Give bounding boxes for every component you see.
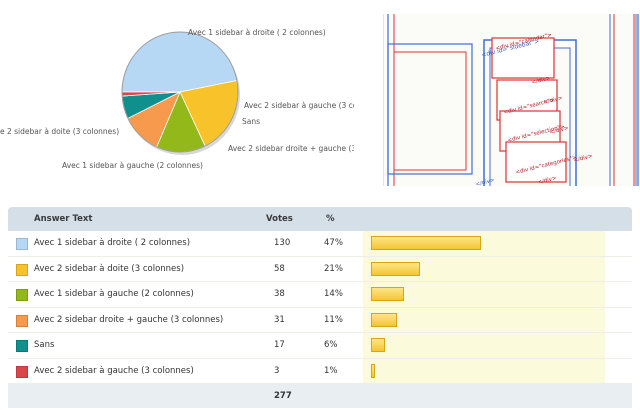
votes-value: 58 — [274, 263, 285, 274]
color-swatch — [16, 340, 28, 352]
percent-value: 47% — [324, 238, 343, 248]
pie-chart-area: Avec 1 sidebar à droite ( 2 colonnes) Av… — [0, 0, 380, 190]
header-answer-text: Answer Text — [34, 214, 93, 224]
vote-bar — [371, 287, 404, 301]
table-body: Avec 1 sidebar à droite ( 2 colonnes) 130… — [8, 231, 632, 384]
total-votes: 277 — [274, 391, 292, 401]
answer-text: Avec 1 sidebar à gauche (2 colonnes) — [34, 289, 194, 299]
bar-track — [363, 358, 605, 383]
wireframe-end-1: </div> — [573, 153, 594, 164]
vote-bar — [371, 236, 481, 250]
color-swatch — [16, 238, 28, 250]
percent-value: 11% — [324, 314, 343, 325]
table-row: Avec 2 sidebar droite + gauche (3 colonn… — [8, 307, 632, 333]
table-row: Avec 2 sidebar à doite (3 colonnes) 58 21% — [8, 256, 632, 282]
table-row: Avec 2 sidebar à gauche (3 colonnes) 3 1% — [8, 358, 632, 384]
votes-value: 130 — [274, 238, 291, 248]
percent-value: 6% — [324, 340, 338, 350]
pie-chart — [121, 31, 240, 155]
wireframe-search-end: </div> — [543, 95, 564, 106]
bar-track — [363, 307, 605, 332]
answer-text: Avec 1 sidebar à droite ( 2 colonnes) — [34, 238, 191, 248]
wireframe-end-3: </div> — [475, 177, 496, 186]
votes-value: 38 — [274, 289, 285, 299]
answer-text: Avec 2 sidebar droite + gauche (3 colonn… — [34, 314, 224, 325]
pie-label-4: Avec 2 sidebar droite + gauche (3 co — [228, 144, 354, 153]
color-swatch — [16, 365, 28, 378]
pie-outline — [121, 31, 239, 153]
table-row: Avec 1 sidebar à gauche (2 colonnes) 38 14… — [8, 282, 632, 308]
layout-wireframe-image: <div id="sidebar"> <div id="calendar"> <… — [383, 14, 640, 186]
votes-value: 17 — [274, 340, 285, 350]
vote-bar — [371, 363, 375, 378]
color-swatch — [16, 263, 28, 276]
percent-value: 21% — [324, 263, 343, 274]
color-swatch — [16, 289, 28, 301]
table-footer: 277 — [8, 384, 632, 408]
answer-text: Avec 2 sidebar à gauche (3 colonnes) — [34, 365, 194, 376]
percent-value: 14% — [324, 289, 343, 299]
vote-bar — [371, 338, 386, 352]
votes-value: 3 — [274, 365, 280, 376]
vote-bar — [371, 312, 397, 327]
header-votes: Votes — [266, 214, 293, 224]
table-row: Avec 1 sidebar à droite ( 2 colonnes) 130… — [8, 231, 632, 257]
pie-label-2: e 2 sidebar à doite (3 colonnes) — [0, 127, 120, 136]
pie-label-3: Avec 1 sidebar à gauche (2 colonnes) — [62, 161, 203, 170]
answer-text: Sans — [34, 340, 55, 350]
pie-slice-1 — [121, 31, 238, 93]
bar-track — [363, 333, 605, 358]
votes-value: 31 — [274, 314, 285, 325]
wireframe-end-2: </div> — [537, 175, 558, 186]
pie-label-1: Avec 1 sidebar à droite ( 2 colonnes) — [188, 28, 326, 37]
color-swatch — [16, 314, 28, 327]
pie-label-5: Sans — [242, 117, 261, 126]
vote-bar — [371, 261, 421, 276]
table-row: Sans 17 6% — [8, 333, 632, 359]
percent-value: 1% — [324, 365, 338, 376]
pie-label-6: Avec 2 sidebar à gauche (3 colo — [244, 101, 354, 110]
header-percent: % — [326, 214, 335, 224]
wireframe-drawing: <div id="sidebar"> <div id="calendar"> <… — [387, 14, 639, 186]
answer-text: Avec 2 sidebar à doite (3 colonnes) — [34, 263, 185, 274]
top-panel: Avec 1 sidebar à droite ( 2 colonnes) Av… — [0, 0, 640, 190]
table-header: Answer Text Votes % — [8, 207, 632, 231]
results-table: Answer Text Votes % Avec 1 sidebar à dro… — [8, 207, 632, 408]
wireframe-selection-end: </div> — [549, 125, 570, 136]
wireframe-calendar-end: </div> — [531, 75, 552, 86]
